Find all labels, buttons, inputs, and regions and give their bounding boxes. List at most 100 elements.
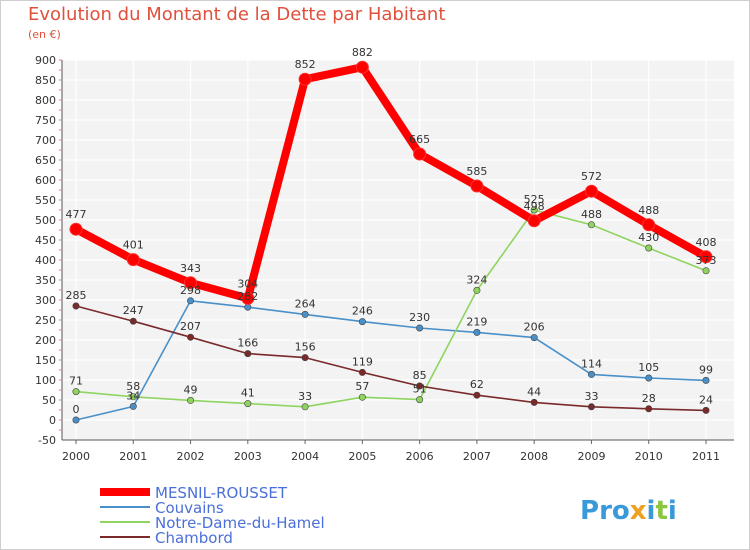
data-point-notre-dame-du-hamel: [244, 400, 252, 408]
y-tick-label: 100: [35, 374, 56, 387]
data-label-mesnil-rousset: 401: [123, 239, 144, 252]
data-label-chambord: 247: [123, 304, 144, 317]
data-point-mesnil-rousset: [470, 179, 484, 193]
data-point-notre-dame-du-hamel: [187, 396, 195, 404]
x-tick-label: 2001: [119, 450, 147, 463]
data-label-notre-dame-du-hamel: 33: [298, 390, 312, 403]
y-tick-label: 750: [35, 114, 56, 127]
data-point-mesnil-rousset: [527, 214, 541, 228]
data-point-couvains: [72, 416, 80, 424]
logo-letter: o: [612, 496, 630, 526]
data-label-notre-dame-du-hamel: 41: [241, 387, 255, 400]
legend-label-chambord: Chambord: [155, 529, 233, 547]
data-label-notre-dame-du-hamel: 488: [581, 208, 602, 221]
data-label-mesnil-rousset: 304: [237, 277, 258, 290]
logo-letter: x: [630, 496, 647, 526]
axes: [59, 59, 734, 444]
x-tick-label: 2002: [177, 450, 205, 463]
data-point-notre-dame-du-hamel: [702, 267, 710, 275]
data-point-chambord: [187, 333, 195, 341]
legend-label-couvains: Couvains: [155, 499, 224, 517]
data-point-mesnil-rousset: [126, 253, 140, 267]
data-label-mesnil-rousset: 852: [295, 58, 316, 71]
data-label-chambord: 156: [295, 341, 316, 354]
data-point-couvains: [530, 334, 538, 342]
data-point-couvains: [129, 402, 137, 410]
data-label-chambord: 207: [180, 320, 201, 333]
y-tick-label: 200: [35, 334, 56, 347]
data-label-mesnil-rousset: 498: [524, 200, 545, 213]
data-point-notre-dame-du-hamel: [473, 286, 481, 294]
y-tick-label: 650: [35, 154, 56, 167]
y-tick-label: 300: [35, 294, 56, 307]
data-point-chambord: [473, 391, 481, 399]
y-tick-label: 850: [35, 74, 56, 87]
data-label-chambord: 28: [642, 392, 656, 405]
data-label-chambord: 33: [584, 390, 598, 403]
chart-subtitle: (en €): [28, 28, 61, 41]
data-label-notre-dame-du-hamel: 49: [184, 383, 198, 396]
x-tick-label: 2004: [291, 450, 319, 463]
y-tick-label: 50: [42, 394, 56, 407]
data-point-couvains: [473, 328, 481, 336]
data-point-chambord: [645, 405, 653, 413]
y-tick-labels: -50 0 50 100 150 200 250 300 350 400 450 500 550 600 6…: [35, 54, 56, 447]
data-point-couvains: [645, 374, 653, 382]
x-tick-label: 2003: [234, 450, 262, 463]
data-label-couvains: 246: [352, 305, 373, 318]
data-point-mesnil-rousset: [642, 218, 656, 232]
data-label-mesnil-rousset: 477: [66, 208, 87, 221]
data-point-chambord: [72, 302, 80, 310]
data-point-mesnil-rousset: [241, 291, 255, 305]
y-tick-label: 500: [35, 214, 56, 227]
y-tick-label: 900: [35, 54, 56, 67]
y-tick-label: 700: [35, 134, 56, 147]
data-label-couvains: 114: [581, 357, 602, 370]
y-tick-label: 150: [35, 354, 56, 367]
data-label-couvains: 34: [126, 389, 140, 402]
data-label-mesnil-rousset: 343: [180, 262, 201, 275]
data-label-chambord: 285: [66, 289, 87, 302]
chart-title: Evolution du Montant de la Dette par Hab…: [28, 4, 446, 25]
data-point-chambord: [416, 382, 424, 390]
data-label-mesnil-rousset: 585: [466, 165, 487, 178]
data-label-couvains: 219: [466, 315, 487, 328]
y-tick-label: 250: [35, 314, 56, 327]
y-tick-label: 550: [35, 194, 56, 207]
logo-letter: t: [655, 496, 667, 526]
series-line-notre-dame-du-hamel: [75, 209, 707, 408]
y-tick-label: -50: [38, 434, 56, 447]
data-point-notre-dame-du-hamel: [358, 393, 366, 401]
data-label-chambord: 62: [470, 378, 484, 391]
legend: MESNIL-ROUSSETCouvainsNotre-Dame-du-Hame…: [100, 484, 325, 547]
data-point-mesnil-rousset: [413, 147, 427, 161]
data-point-notre-dame-du-hamel: [72, 388, 80, 396]
legend-label-notre-dame-du-hamel: Notre-Dame-du-Hamel: [155, 514, 325, 532]
data-point-mesnil-rousset: [699, 250, 713, 264]
data-point-notre-dame-du-hamel: [129, 393, 137, 401]
x-tick-label: 2006: [406, 450, 434, 463]
data-point-chambord: [702, 406, 710, 414]
data-point-chambord: [587, 403, 595, 411]
data-point-couvains: [416, 324, 424, 332]
data-label-mesnil-rousset: 882: [352, 46, 373, 59]
logo-letter: r: [599, 496, 612, 526]
data-label-notre-dame-du-hamel: 373: [696, 254, 717, 267]
data-point-mesnil-rousset: [69, 222, 83, 236]
x-tick-label: 2000: [62, 450, 90, 463]
data-point-couvains: [702, 376, 710, 384]
data-point-mesnil-rousset: [355, 60, 369, 74]
x-tick-label: 2008: [520, 450, 548, 463]
data-point-notre-dame-du-hamel: [416, 396, 424, 404]
y-tick-label: 0: [49, 414, 56, 427]
data-label-mesnil-rousset: 408: [696, 236, 717, 249]
series-lines: [69, 60, 713, 424]
x-tick-label: 2009: [577, 450, 605, 463]
logo-text: Proxiti: [580, 496, 677, 526]
y-tick-label: 450: [35, 234, 56, 247]
data-label-chambord: 119: [352, 355, 373, 368]
data-label-couvains: 0: [73, 403, 80, 416]
logo-letter: i: [647, 496, 656, 526]
data-point-chambord: [358, 368, 366, 376]
